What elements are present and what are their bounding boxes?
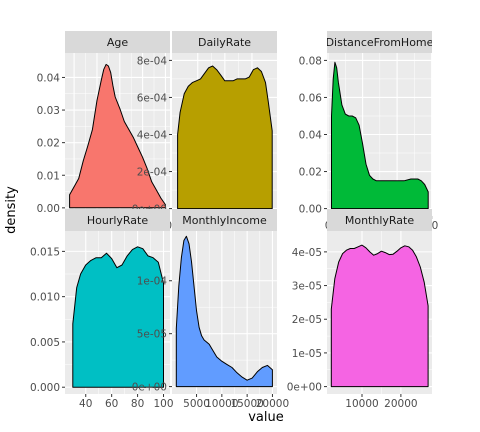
y-tick-label: 4e-05 [292, 247, 322, 259]
facet-strip [327, 209, 432, 231]
facet-title: DailyRate [198, 36, 251, 49]
y-tick-label: 8e-04 [137, 55, 168, 67]
x-tick-label: 10000 [205, 398, 238, 410]
y-tick-label: 0.015 [30, 246, 60, 258]
facet-panels: Age20304050600.000.010.020.030.04DailyRa… [30, 31, 438, 410]
facet-panel: MonthlyRate 10000 20000 0e+00 1e-05 2e-05 3e-0… [287, 209, 432, 410]
density-area [175, 235, 273, 388]
y-tick-label: 5e-05 [137, 329, 167, 341]
facet-title: Age [107, 36, 129, 49]
y-tick-label: 0.04 [299, 130, 323, 142]
y-tick-label: 0.01 [37, 170, 60, 182]
y-tick-label: 0.02 [37, 138, 60, 150]
facet-strip [327, 31, 432, 53]
y-tick-label: 0e+00 [132, 382, 167, 394]
facet-strip [172, 209, 277, 231]
y-tick-label: 4e-04 [137, 130, 168, 142]
y-tick-label: 0.00 [299, 204, 322, 216]
y-tick-label: 0e+00 [287, 382, 322, 394]
x-tick-label: 80 [131, 398, 144, 410]
facet-title: MonthlyRate [345, 214, 414, 227]
y-tick-label: 1e-04 [137, 276, 168, 288]
facet-title: HourlyRate [87, 214, 149, 227]
x-tick-label: 100 [153, 398, 173, 410]
y-tick-label: 0.02 [299, 167, 322, 179]
y-tick-label: 3e-05 [292, 281, 322, 293]
y-tick-label: 0.005 [30, 337, 60, 349]
x-tick-label: 10000 [345, 398, 378, 410]
y-tick-label: 0.010 [30, 292, 60, 304]
facet-panel: Age20304050600.000.010.020.030.04 [37, 31, 172, 232]
density-area [331, 61, 429, 210]
facet-title: DistanceFromHome [326, 36, 434, 49]
y-tick-label: 0.00 [37, 203, 60, 215]
facet-strip [65, 209, 170, 231]
x-tick-label: 40 [79, 398, 92, 410]
y-axis-title: density [4, 186, 19, 234]
y-tick-label: 0.000 [30, 382, 60, 394]
x-tick-label: 5000 [183, 398, 210, 410]
facet-strip [65, 31, 170, 53]
y-tick-label: 2e-04 [137, 167, 168, 179]
x-tick-label: 60 [105, 398, 118, 410]
density-area [177, 65, 273, 210]
facet-panel: HourlyRate 40 60 80 100 0.000 0.005 0.010 0.015 [30, 209, 174, 410]
y-tick-label: 6e-04 [137, 92, 168, 104]
y-tick-label: 0.03 [37, 105, 60, 117]
y-tick-label: 0.08 [299, 55, 322, 67]
density-area [69, 63, 166, 209]
y-tick-label: 1e-05 [292, 348, 322, 360]
x-tick-label: 20000 [256, 398, 289, 410]
y-tick-label: 2e-05 [292, 314, 322, 326]
y-tick-label: 0.04 [37, 72, 61, 84]
facet-strip [172, 31, 277, 53]
x-axis-title: value [248, 410, 284, 425]
facet-panel: DistanceFromHome01020300.000.020.040.060… [299, 31, 438, 232]
density-area [72, 246, 164, 388]
y-tick-label: 0.06 [299, 92, 323, 104]
x-tick-label: 20000 [384, 398, 417, 410]
x-tick-label: 15000 [230, 398, 263, 410]
facet-title: MonthlyIncome [182, 214, 267, 227]
density-area [330, 244, 429, 388]
